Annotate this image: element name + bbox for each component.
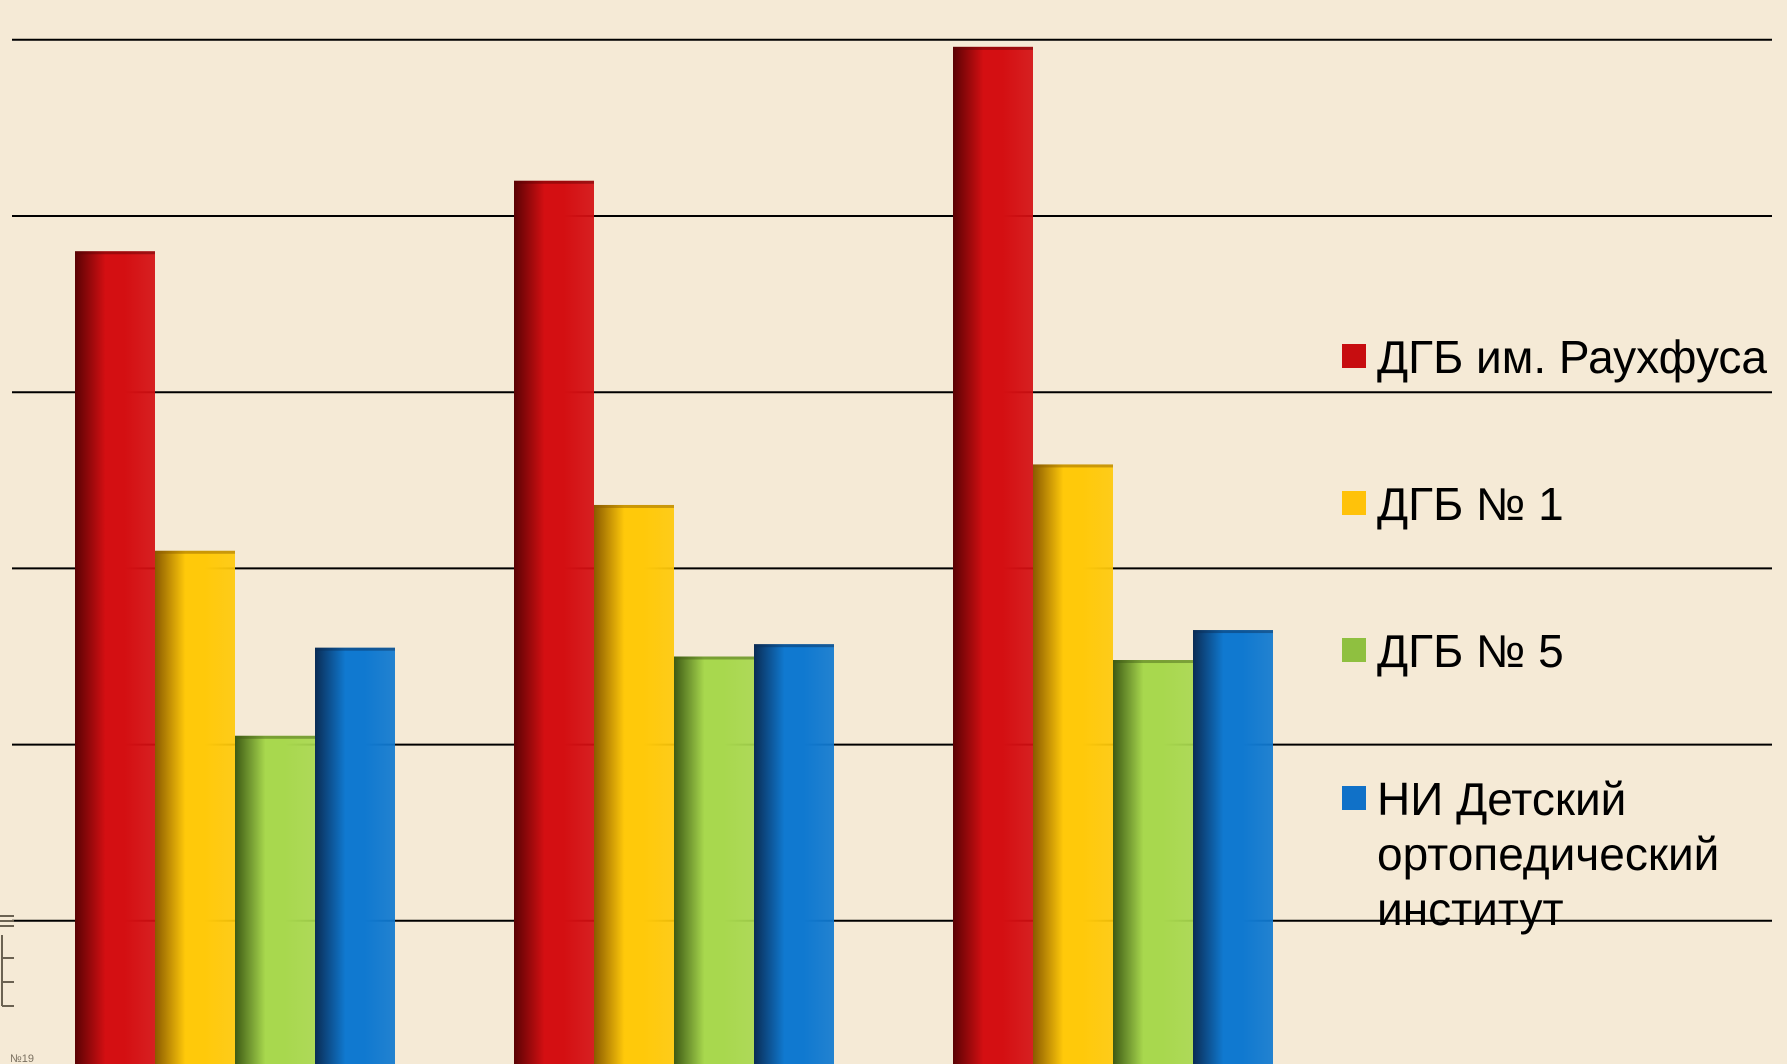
legend: ДГБ им. Раухфуса ДГБ № 1 ДГБ № 5 НИ Детский…	[1342, 331, 1767, 935]
legend-label-2: ДГБ № 1	[1377, 478, 1564, 530]
bar-series-1-group-3	[953, 46, 1033, 1064]
green-square-icon	[1342, 638, 1366, 662]
bar-top-edge	[75, 251, 155, 255]
yellow-square-icon	[1342, 491, 1366, 515]
bar-top-edge	[235, 735, 315, 739]
bar-series-4-group-1	[315, 647, 395, 1064]
corner-label: №19	[10, 1053, 34, 1064]
bar-series-3-group-1	[235, 735, 315, 1064]
bar-top-edge	[1113, 660, 1193, 664]
legend-label-4: НИ Детский	[1377, 773, 1626, 825]
bar-series-1-group-2	[514, 180, 594, 1064]
bar-top-edge	[514, 180, 594, 184]
legend-label-4: институт	[1377, 883, 1564, 935]
bar-top-edge	[674, 656, 754, 660]
legend-label-1: ДГБ им. Раухфуса	[1377, 331, 1767, 383]
blue-square-icon	[1342, 786, 1366, 810]
bars	[75, 46, 1273, 1064]
bar-top-edge	[1193, 630, 1273, 634]
bar-top-edge	[754, 644, 834, 648]
bar-top-edge	[594, 504, 674, 508]
legend-label-3: ДГБ № 5	[1377, 625, 1564, 677]
corner-logo: №19	[0, 915, 34, 1064]
legend-label-4: ортопедический	[1377, 828, 1719, 880]
bar-series-2-group-1	[155, 550, 235, 1064]
bar-top-edge	[1033, 464, 1113, 468]
bar-top-edge	[953, 46, 1033, 50]
bar-series-4-group-2	[754, 644, 834, 1064]
bar-top-edge	[155, 550, 235, 554]
bar-series-2-group-2	[594, 504, 674, 1064]
bar-top-edge	[315, 647, 395, 651]
bar-series-3-group-2	[674, 656, 754, 1064]
bar-series-1-group-1	[75, 251, 155, 1064]
bar-series-4-group-3	[1193, 630, 1273, 1064]
bar-series-3-group-3	[1113, 660, 1193, 1064]
bar-series-2-group-3	[1033, 464, 1113, 1064]
red-square-icon	[1342, 344, 1366, 368]
